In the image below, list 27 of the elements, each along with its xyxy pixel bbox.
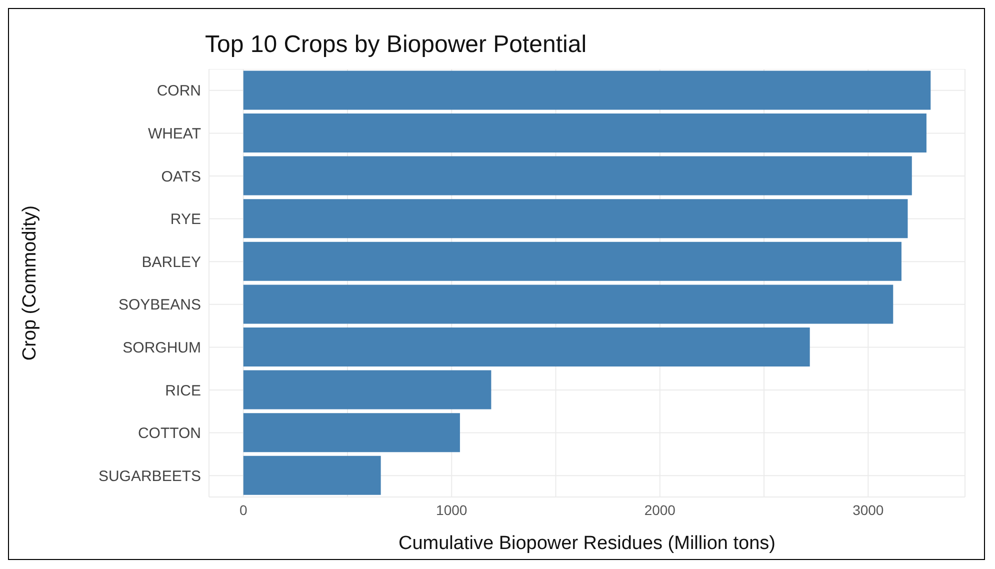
- bar: [243, 328, 810, 367]
- x-tick-label: 3000: [852, 502, 884, 518]
- x-tick-label: 2000: [644, 502, 676, 518]
- x-axis-title: Cumulative Biopower Residues (Million tons): [398, 533, 776, 554]
- y-axis-title: Crop (Commodity): [20, 205, 41, 361]
- y-tick-label: BARLEY: [142, 254, 201, 271]
- y-tick-label: SOYBEANS: [118, 296, 201, 314]
- bar: [243, 284, 894, 324]
- x-tick-label: 0: [239, 502, 248, 518]
- bar: [243, 456, 381, 495]
- bar: [243, 114, 926, 153]
- y-tick-label: SUGARBEETS: [98, 468, 201, 485]
- bar: [243, 199, 908, 238]
- y-tick-label: SORGHUM: [122, 340, 201, 357]
- x-tick-label: 1000: [436, 502, 468, 518]
- y-tick-label: RICE: [165, 382, 201, 400]
- bar: [243, 413, 460, 452]
- y-tick-label: CORN: [156, 82, 201, 100]
- y-tick-label: OATS: [161, 168, 201, 186]
- bar: [243, 242, 902, 281]
- chart-title: Top 10 Crops by Biopower Potential: [205, 31, 587, 59]
- y-tick-label: COTTON: [138, 425, 201, 442]
- bar: [243, 156, 912, 196]
- bar: [243, 370, 492, 410]
- bar: [243, 70, 931, 110]
- y-tick-label: WHEAT: [148, 126, 201, 143]
- y-tick-label: RYE: [170, 211, 201, 228]
